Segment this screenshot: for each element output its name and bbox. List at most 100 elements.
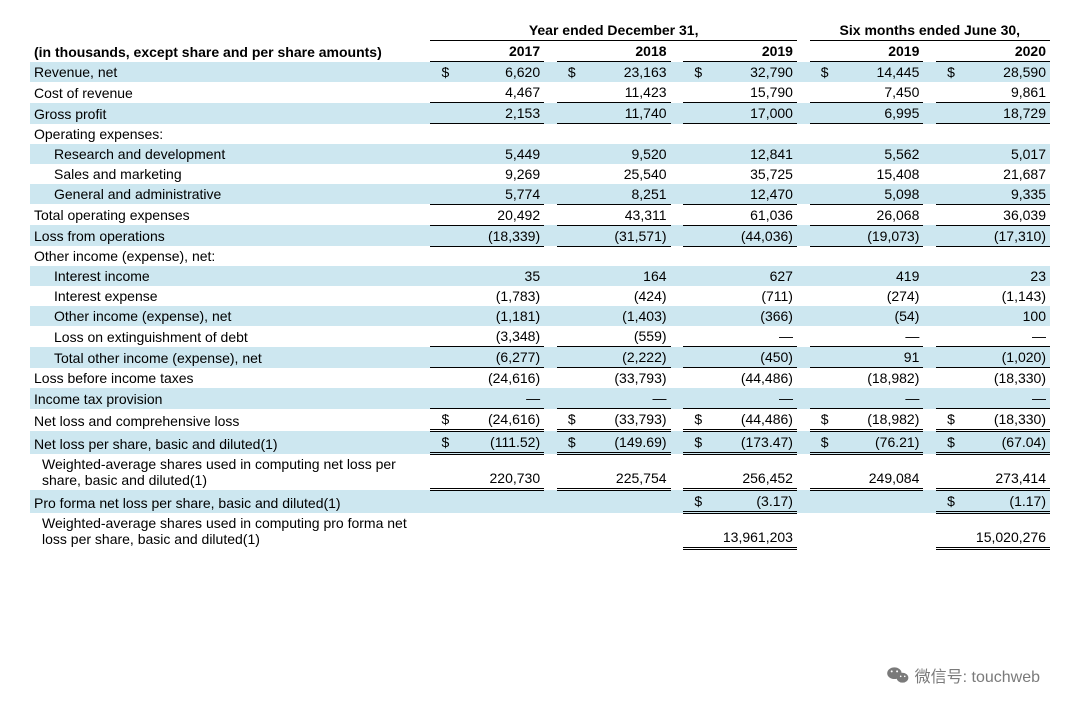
cell-value: — xyxy=(955,326,1050,347)
table-row: Net loss and comprehensive loss$(24,616)… xyxy=(30,409,1050,431)
cell-value: (18,982) xyxy=(829,368,924,389)
cell-value: (18,982) xyxy=(829,409,924,431)
currency-symbol xyxy=(430,204,449,225)
cell-value: — xyxy=(449,388,544,409)
currency-symbol xyxy=(557,388,576,409)
cell-value: 256,452 xyxy=(702,454,797,490)
currency-symbol xyxy=(430,368,449,389)
cell-value: 15,408 xyxy=(829,164,924,184)
row-label: Revenue, net xyxy=(30,62,430,83)
cell-value: (18,339) xyxy=(449,225,544,246)
row-label: Other income (expense), net: xyxy=(30,246,430,266)
currency-symbol xyxy=(683,326,702,347)
cell-value: 2,153 xyxy=(449,103,544,124)
cell-value: 12,841 xyxy=(702,144,797,164)
cell-value: 220,730 xyxy=(449,454,544,490)
currency-symbol: $ xyxy=(810,62,829,83)
cell-value: (1,143) xyxy=(955,286,1050,306)
currency-symbol xyxy=(683,266,702,286)
row-label: General and administrative xyxy=(30,184,430,205)
row-label: Interest expense xyxy=(30,286,430,306)
currency-symbol xyxy=(683,144,702,164)
row-label: Total operating expenses xyxy=(30,204,430,225)
table-row: Gross profit2,15311,74017,0006,99518,729 xyxy=(30,103,1050,124)
cell-value: (3.17) xyxy=(702,490,797,513)
row-label: Loss before income taxes xyxy=(30,368,430,389)
table-row: Loss from operations(18,339)(31,571)(44,… xyxy=(30,225,1050,246)
cell-value: 419 xyxy=(829,266,924,286)
row-label: Total other income (expense), net xyxy=(30,347,430,368)
financial-statement-table: Year ended December 31, Six months ended… xyxy=(30,20,1050,550)
currency-symbol: $ xyxy=(810,431,829,454)
cell-value: 5,017 xyxy=(955,144,1050,164)
currency-symbol xyxy=(810,124,829,144)
cell-value: 25,540 xyxy=(576,164,671,184)
cell-value: 627 xyxy=(702,266,797,286)
cell-value: (76.21) xyxy=(829,431,924,454)
wechat-icon xyxy=(887,666,909,689)
row-label: Research and development xyxy=(30,144,430,164)
table-row: Cost of revenue4,46711,42315,7907,4509,8… xyxy=(30,82,1050,103)
currency-symbol xyxy=(810,82,829,103)
currency-symbol xyxy=(936,82,955,103)
row-label: Other income (expense), net xyxy=(30,306,430,326)
currency-symbol xyxy=(557,326,576,347)
cell-value xyxy=(576,490,671,513)
currency-symbol xyxy=(810,144,829,164)
currency-symbol xyxy=(683,184,702,205)
currency-symbol xyxy=(810,513,829,549)
currency-symbol xyxy=(430,144,449,164)
cell-value: 11,740 xyxy=(576,103,671,124)
cell-value: 61,036 xyxy=(702,204,797,225)
currency-symbol xyxy=(810,326,829,347)
table-row: Loss on extinguishment of debt(3,348)(55… xyxy=(30,326,1050,347)
table-row: Total operating expenses20,49243,31161,0… xyxy=(30,204,1050,225)
cell-value: — xyxy=(702,326,797,347)
currency-symbol: $ xyxy=(936,62,955,83)
currency-symbol: $ xyxy=(936,490,955,513)
cell-value: 9,269 xyxy=(449,164,544,184)
cell-value: — xyxy=(829,388,924,409)
row-label: Loss from operations xyxy=(30,225,430,246)
currency-symbol xyxy=(810,225,829,246)
table-row: Weighted-average shares used in computin… xyxy=(30,513,1050,549)
currency-symbol xyxy=(557,490,576,513)
currency-symbol xyxy=(430,103,449,124)
row-label: Weighted-average shares used in computin… xyxy=(30,454,430,490)
cell-value: 23 xyxy=(955,266,1050,286)
cell-value xyxy=(576,124,671,144)
cell-value: (17,310) xyxy=(955,225,1050,246)
table-row: Pro forma net loss per share, basic and … xyxy=(30,490,1050,513)
cell-value: (24,616) xyxy=(449,409,544,431)
cell-value: 91 xyxy=(829,347,924,368)
row-label: Cost of revenue xyxy=(30,82,430,103)
currency-symbol xyxy=(810,246,829,266)
table-row: General and administrative5,7748,25112,4… xyxy=(30,184,1050,205)
cell-value: 13,961,203 xyxy=(702,513,797,549)
cell-value: (18,330) xyxy=(955,409,1050,431)
currency-symbol xyxy=(557,286,576,306)
cell-value: 5,774 xyxy=(449,184,544,205)
cell-value xyxy=(829,124,924,144)
cell-value: (33,793) xyxy=(576,368,671,389)
currency-symbol xyxy=(810,490,829,513)
cell-value: (149.69) xyxy=(576,431,671,454)
cell-value: 9,520 xyxy=(576,144,671,164)
cell-value: 35,725 xyxy=(702,164,797,184)
cell-value: 164 xyxy=(576,266,671,286)
currency-symbol xyxy=(683,225,702,246)
currency-symbol xyxy=(430,82,449,103)
table-row: Total other income (expense), net(6,277)… xyxy=(30,347,1050,368)
cell-value: (173.47) xyxy=(702,431,797,454)
cell-value: 7,450 xyxy=(829,82,924,103)
currency-symbol: $ xyxy=(430,62,449,83)
cell-value: 225,754 xyxy=(576,454,671,490)
currency-symbol xyxy=(557,124,576,144)
currency-symbol: $ xyxy=(430,409,449,431)
table-row: Revenue, net$6,620$23,163$32,790$14,445$… xyxy=(30,62,1050,83)
period-six-header: Six months ended June 30, xyxy=(810,20,1050,41)
cell-value: 20,492 xyxy=(449,204,544,225)
cell-value: 9,335 xyxy=(955,184,1050,205)
cell-value: 17,000 xyxy=(702,103,797,124)
cell-value: — xyxy=(829,326,924,347)
